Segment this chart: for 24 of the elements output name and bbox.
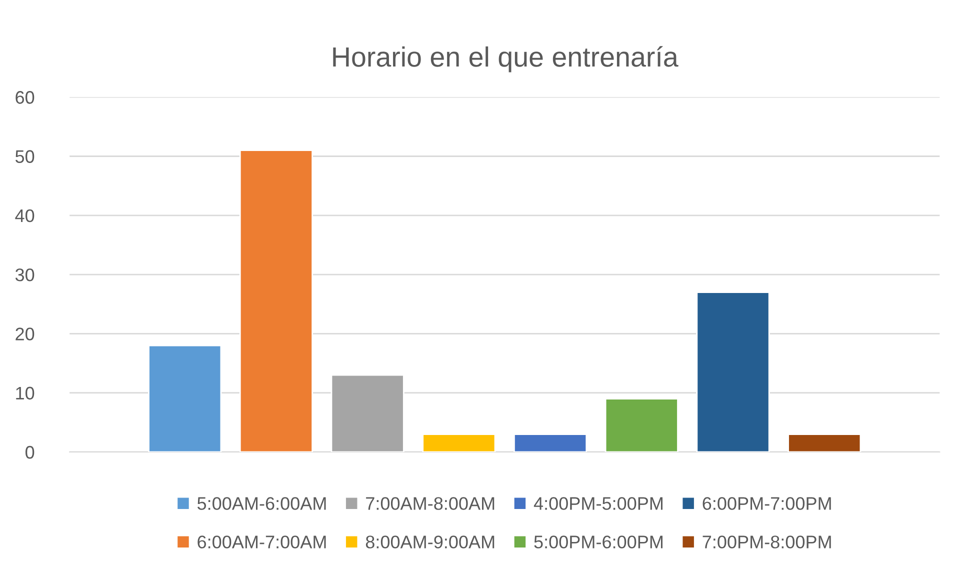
bar — [696, 292, 770, 452]
bar — [239, 150, 313, 452]
bar — [148, 344, 222, 452]
legend-label: 5:00AM-6:00AM — [197, 497, 326, 510]
legend-label: 8:00AM-9:00AM — [366, 536, 494, 548]
legend-label: 6:00AM-7:00AM — [198, 536, 326, 548]
bar — [514, 434, 588, 452]
bar — [422, 434, 496, 452]
y-tick-label: 30 — [15, 268, 34, 282]
legend-label: 5:00PM-6:00PM — [534, 536, 662, 548]
legend-label: 7:00AM-8:00AM — [366, 497, 494, 510]
y-tick-label: 20 — [16, 328, 34, 340]
legend-label: 4:00PM-5:00PM — [534, 497, 662, 510]
bar — [788, 434, 862, 452]
legend-label: 6:00PM-7:00PM — [702, 497, 831, 510]
y-tick-label: 0 — [26, 446, 34, 459]
bar — [604, 398, 678, 452]
legend-label: 7:00PM-8:00PM — [702, 536, 831, 548]
y-tick-label: 10 — [16, 386, 34, 400]
y-tick-label: 40 — [15, 209, 34, 222]
bar — [330, 374, 404, 452]
chart-title: Horario en el que entrenaría — [333, 46, 678, 72]
y-tick-label: 50 — [15, 150, 34, 163]
y-tick-label: 60 — [16, 91, 34, 104]
